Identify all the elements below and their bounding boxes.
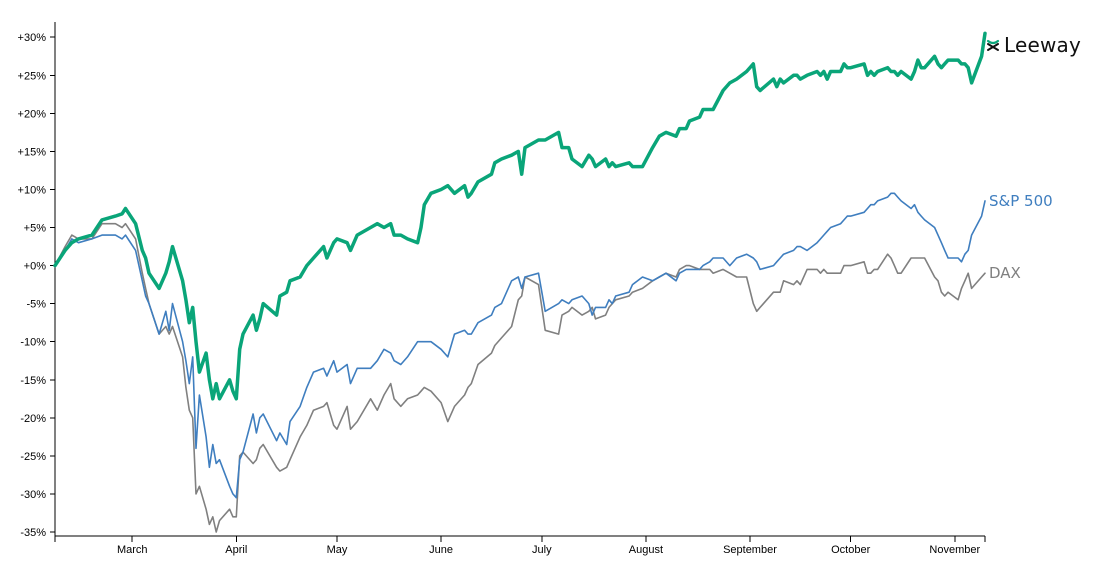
x-tick-label: April <box>225 544 247 556</box>
x-tick-label: October <box>831 544 870 556</box>
y-tick-label: -35% <box>20 527 46 539</box>
x-tick-label: June <box>429 544 453 556</box>
logo-text: Leeway <box>1004 33 1082 57</box>
series-label-dax: DAX <box>989 264 1021 282</box>
y-tick-label: +20% <box>18 108 47 120</box>
x-tick-label: September <box>723 544 777 556</box>
y-tick-label: +15% <box>18 146 47 158</box>
y-axis: +30% +25% +20% +15% +10% +5% +0% -5% -10% -15% -20… <box>18 22 56 539</box>
x-tick-label: November <box>929 544 980 556</box>
leeway-logo: Leeway <box>986 33 1081 57</box>
y-tick-label: -20% <box>20 413 46 425</box>
x-tick-label: August <box>629 544 663 556</box>
y-tick-label: +5% <box>24 223 47 235</box>
series-line-dax <box>54 222 986 533</box>
x-tick-label: May <box>327 544 348 556</box>
y-tick-label: +30% <box>18 32 47 44</box>
y-tick-label: -15% <box>20 375 46 387</box>
x-tick-label: March <box>117 544 148 556</box>
y-tick-label: -25% <box>20 451 46 463</box>
series-line-main <box>53 31 987 401</box>
chart-lines <box>53 31 987 533</box>
x-axis: March April May June July August September Octo… <box>54 535 986 556</box>
y-tick-label: -30% <box>20 489 46 501</box>
x-tick-label: July <box>532 544 552 556</box>
y-tick-label: -5% <box>26 299 46 311</box>
y-tick-label: -10% <box>20 337 46 349</box>
series-label-s-p-500: S&P 500 <box>989 192 1053 210</box>
y-tick-label: +0% <box>24 261 47 273</box>
y-tick-label: +25% <box>18 70 47 82</box>
series-line-s-p-500 <box>54 192 986 499</box>
leeway-mark-icon <box>986 39 1000 51</box>
y-tick-label: +10% <box>18 184 47 196</box>
series-labels: S&P 500 DAX <box>989 192 1053 282</box>
